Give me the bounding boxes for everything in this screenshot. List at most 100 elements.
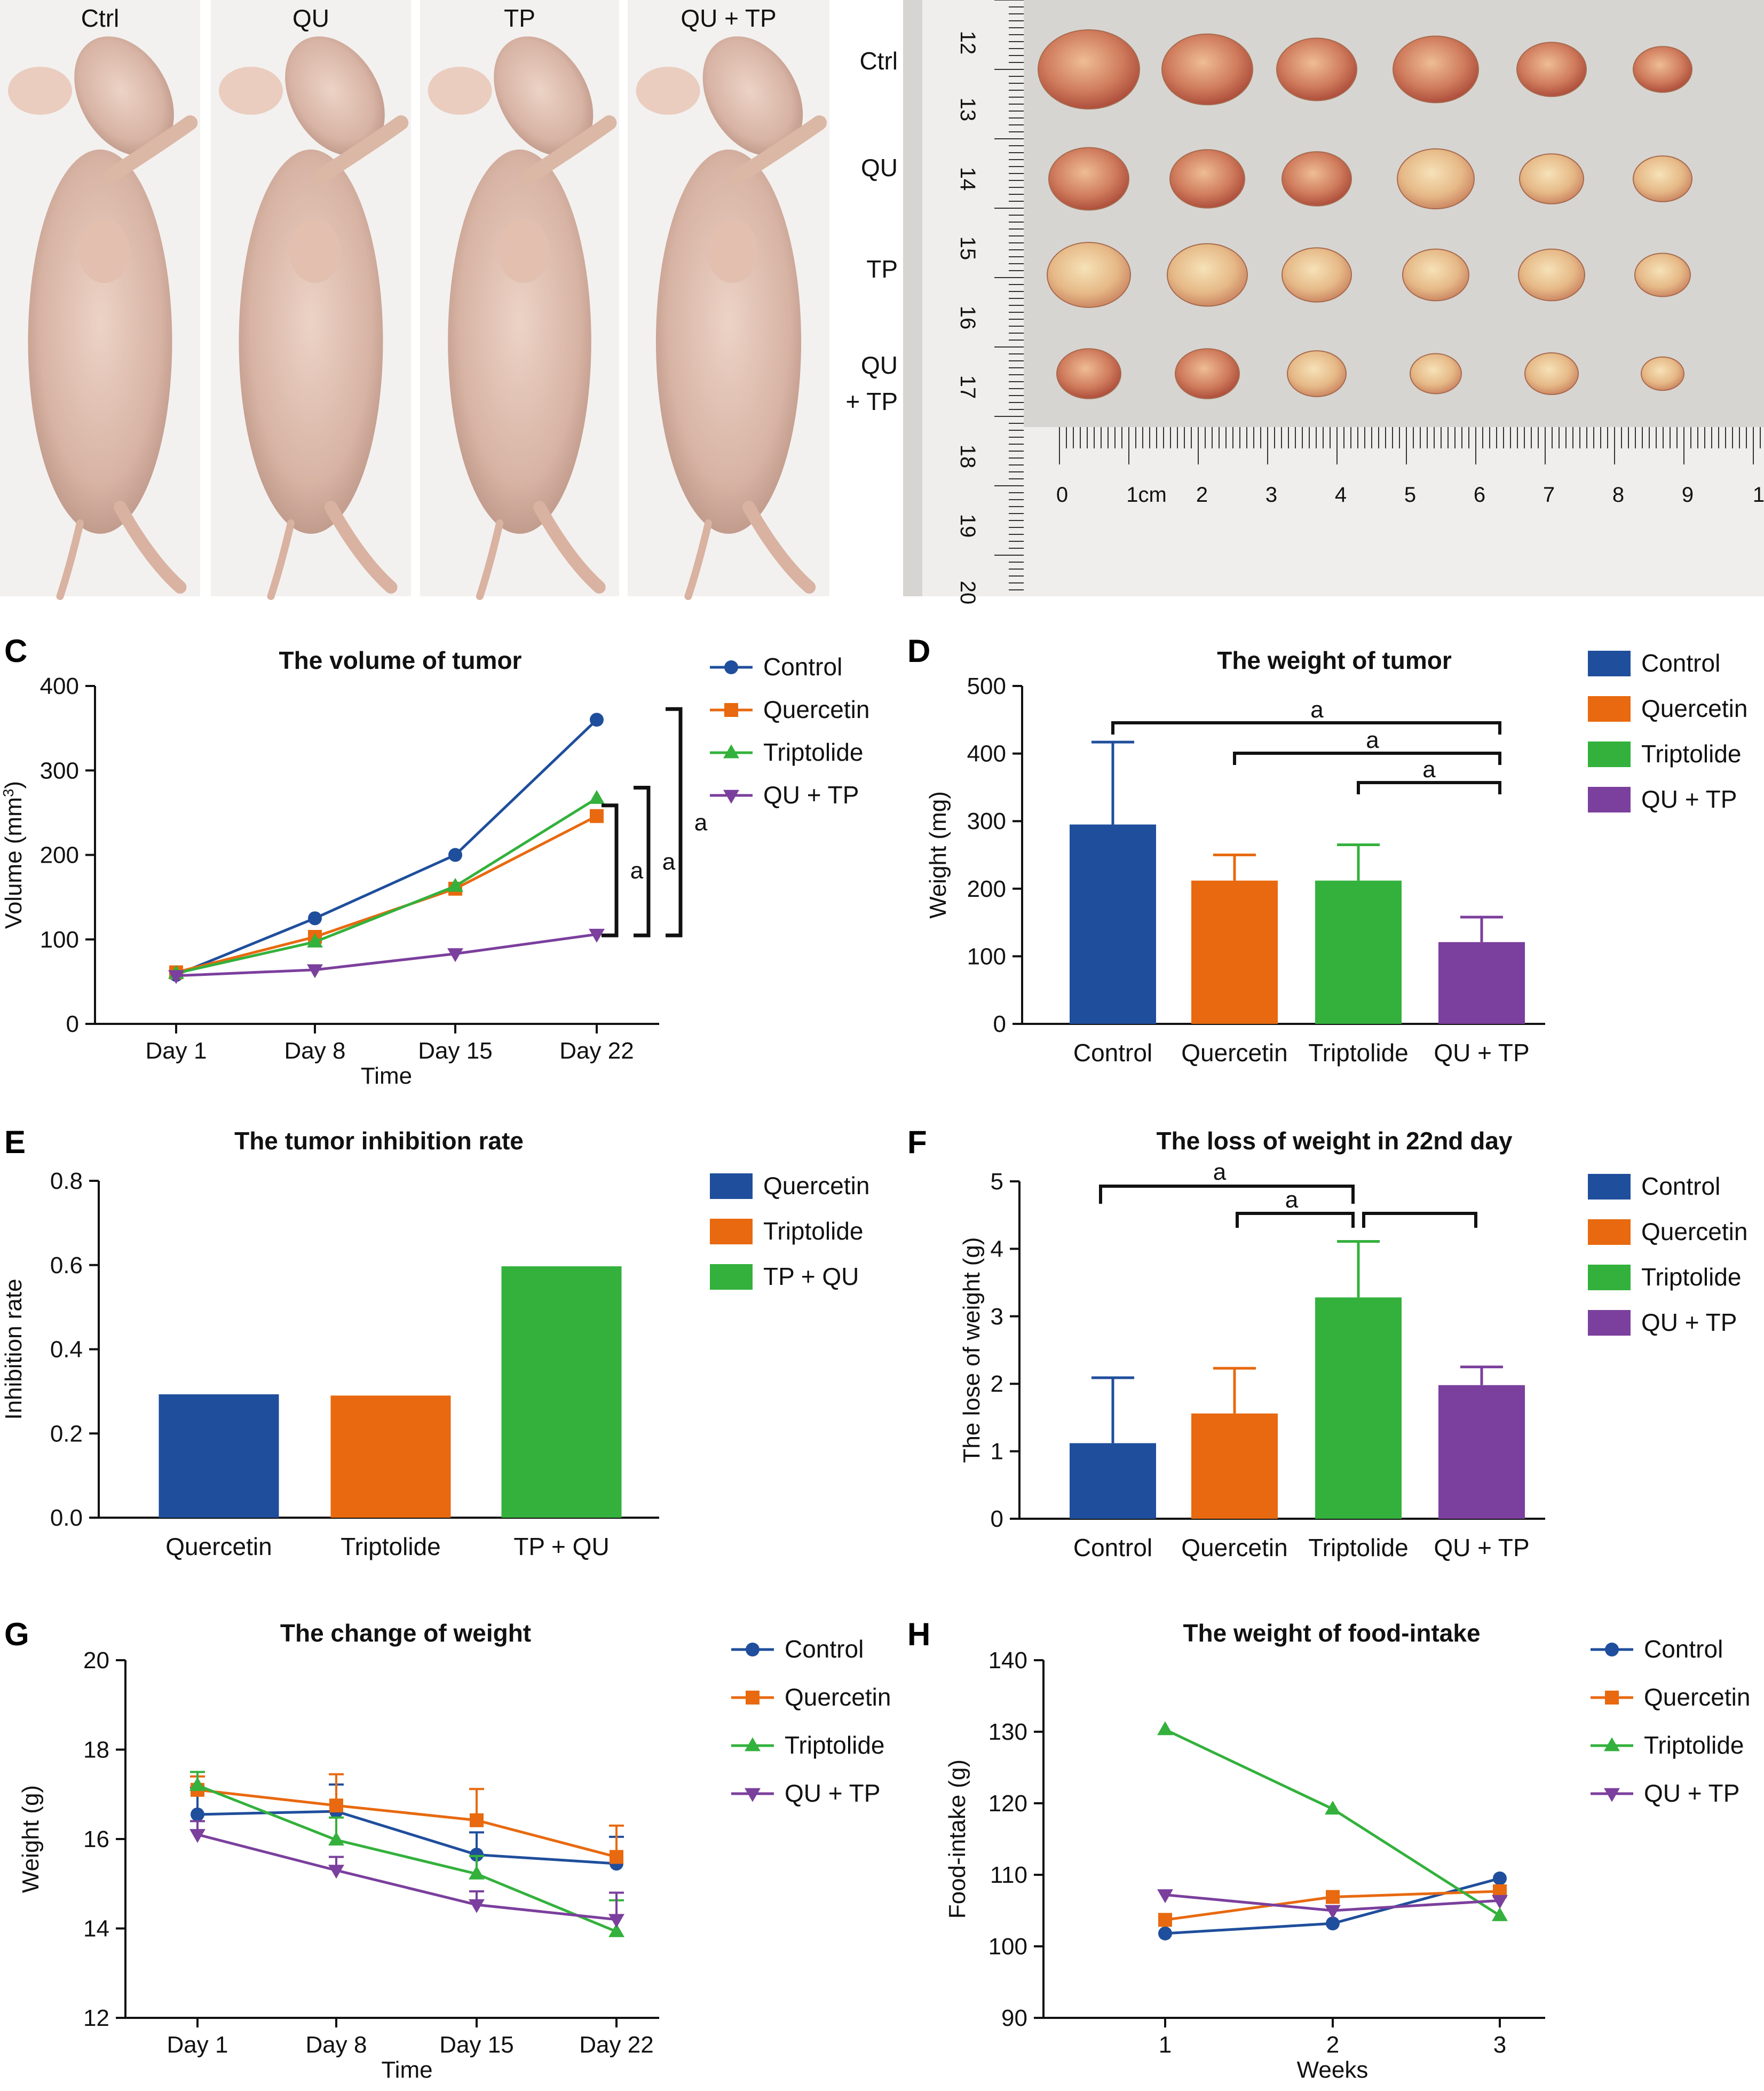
legend-marker xyxy=(724,660,738,674)
data-point xyxy=(610,1850,623,1864)
legend-label: Control xyxy=(1641,1172,1720,1200)
y-tick-label: 4 xyxy=(991,1236,1003,1262)
data-point xyxy=(307,933,323,948)
data-point xyxy=(608,1923,624,1937)
data-point xyxy=(448,848,462,862)
legend-label: Triptolide xyxy=(763,1217,863,1245)
y-tick-label: 0.8 xyxy=(50,1168,83,1194)
data-point xyxy=(1326,1916,1340,1931)
legend-label: Quercetin xyxy=(1644,1683,1750,1711)
legend-marker xyxy=(746,1691,760,1705)
legend-label: Control xyxy=(763,653,842,681)
ruler-horizontal-label: 1 xyxy=(1753,483,1764,507)
data-point xyxy=(307,964,323,979)
tumor-specimen xyxy=(1410,353,1462,394)
y-tick-label: 20 xyxy=(83,1647,109,1674)
chart-title: The weight of tumor xyxy=(1217,646,1452,674)
tumor-row-label: QU xyxy=(861,351,898,379)
y-tick-label: 3 xyxy=(991,1304,1003,1330)
tumor-specimen xyxy=(1633,46,1692,93)
tumor-specimen xyxy=(1634,253,1691,297)
x-axis-label: Weeks xyxy=(1297,2057,1369,2083)
x-tick-label: 2 xyxy=(1326,2032,1339,2058)
panel-b-tumor-photo: B 12131415161718192001cm234567891CtrlQUT… xyxy=(845,0,1764,604)
y-tick-label: 400 xyxy=(40,673,79,699)
series-line xyxy=(197,1784,617,1933)
ruler-horizontal-label: 8 xyxy=(1612,483,1624,507)
tumor-specimen xyxy=(1038,29,1140,110)
legend-marker xyxy=(1604,1788,1620,1802)
y-axis-label: Food-intake (g) xyxy=(944,1759,970,1919)
series-line xyxy=(176,719,598,976)
y-axis-label: Weight (mg) xyxy=(925,791,951,919)
panel-h-food-intake-chart: H 90 100 110 120 130 140 The weight of food-in… xyxy=(907,1616,1750,2083)
tumor-specimen xyxy=(1047,242,1131,308)
photo-column-label: Ctrl xyxy=(81,4,120,32)
tumor-specimen xyxy=(1167,243,1248,307)
mouse-forelimb xyxy=(731,115,827,184)
legend-label: QU + TP xyxy=(1641,1308,1737,1336)
x-tick-label: Triptolide xyxy=(341,1533,440,1560)
legend-swatch xyxy=(710,1264,753,1290)
y-tick-label: 300 xyxy=(967,808,1006,834)
legend-swatch xyxy=(1588,741,1631,767)
legend-label: QU + TP xyxy=(1641,785,1737,813)
data-point xyxy=(168,970,184,984)
ruler-horizontal-label: 3 xyxy=(1265,483,1277,507)
x-tick-label: Quercetin xyxy=(165,1533,272,1560)
tumor-row-label: Ctrl xyxy=(859,47,898,75)
ruler-horizontal-label: 9 xyxy=(1682,483,1694,507)
x-tick-label: 3 xyxy=(1493,2032,1506,2058)
ruler-vertical xyxy=(922,0,1024,596)
mouse-forelimb xyxy=(102,115,198,184)
panel-e-inhibition-rate-chart: E 0.0 0.2 0.4 0.6 0.8 The tumor inhibition ra… xyxy=(1,1124,869,1560)
mouse-forelimb xyxy=(522,115,617,184)
data-point xyxy=(189,1777,205,1791)
y-tick-label: 120 xyxy=(988,1790,1027,1817)
y-axis-label: Inhibition rate xyxy=(1,1279,27,1419)
mouse-hindlimb xyxy=(742,501,816,594)
x-tick-label: Day 22 xyxy=(559,1038,634,1064)
y-tick-label: 130 xyxy=(988,1719,1027,1745)
mouse-tail xyxy=(476,519,504,600)
ruler-horizontal-label: 6 xyxy=(1474,483,1485,507)
y-tick-label: 2 xyxy=(991,1371,1003,1397)
ruler-horizontal xyxy=(1024,427,1764,596)
y-axis-label: Volume (mm3) xyxy=(0,781,27,929)
y-tick-label: 18 xyxy=(83,1737,109,1763)
ruler-vertical-label: 12 xyxy=(956,31,979,55)
mouse-tumor xyxy=(497,219,549,283)
data-point xyxy=(1326,1890,1340,1904)
chart-title: The tumor inhibition rate xyxy=(234,1127,524,1155)
data-point xyxy=(470,1813,484,1827)
significance-bracket xyxy=(1111,721,1501,735)
tumor-specimen xyxy=(1633,155,1692,202)
data-point xyxy=(328,1832,344,1846)
significance-label: a xyxy=(1310,697,1324,723)
mouse-ear xyxy=(636,67,700,115)
data-point xyxy=(1158,1926,1172,1940)
legend-swatch xyxy=(1588,651,1631,676)
data-point xyxy=(1325,1801,1341,1815)
data-point xyxy=(1325,1905,1341,1919)
ruler-vertical-label: 18 xyxy=(956,445,979,469)
y-axis-label: The lose of weight (g) xyxy=(959,1237,985,1463)
bar xyxy=(1315,880,1402,1024)
significance-bracket xyxy=(1362,1212,1477,1228)
data-point xyxy=(1157,1721,1173,1735)
legend-marker xyxy=(745,1788,761,1802)
tumor-specimen xyxy=(1175,348,1240,399)
data-point xyxy=(328,1865,344,1879)
legend-label: QU + TP xyxy=(763,781,859,809)
ruler-horizontal-label: 5 xyxy=(1404,483,1416,507)
significance-label: a xyxy=(662,849,676,875)
legend-marker xyxy=(1605,1643,1619,1656)
mouse-head xyxy=(702,36,803,156)
legend-swatch xyxy=(1588,1219,1631,1245)
legend-swatch xyxy=(1588,1174,1631,1200)
legend-swatch xyxy=(710,1219,753,1244)
mouse-tail xyxy=(684,519,713,600)
significance-label: a xyxy=(694,809,708,835)
legend-label: Control xyxy=(785,1635,864,1663)
mouse-forelimb xyxy=(313,115,409,184)
